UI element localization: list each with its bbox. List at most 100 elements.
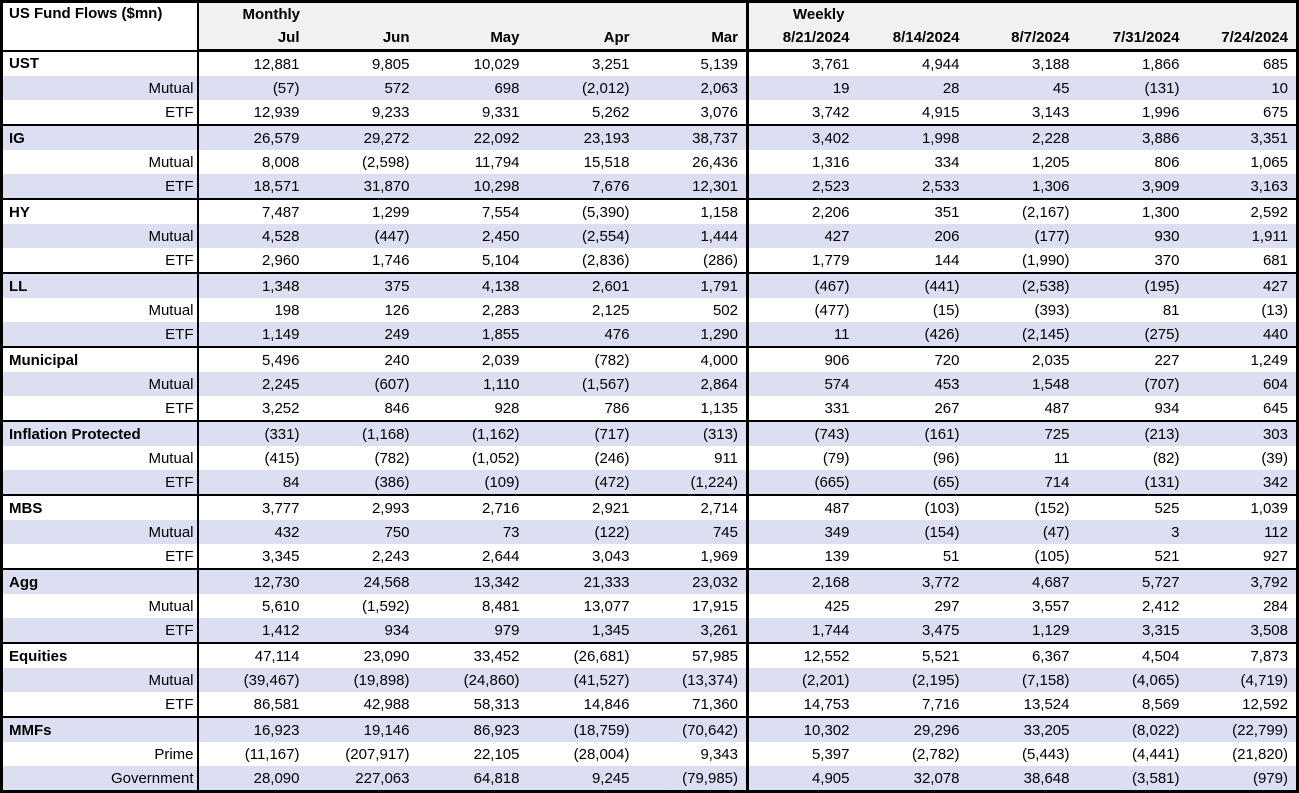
- weekly-value-cell: 2,035: [967, 346, 1078, 372]
- monthly-value-cell: 5,496: [197, 346, 308, 372]
- header-spacer: [967, 1, 1078, 26]
- header-spacer: [1187, 1, 1298, 26]
- monthly-value-cell: (472): [527, 470, 638, 495]
- monthly-value-cell: 227,063: [307, 766, 418, 792]
- weekly-value-cell: 725: [967, 420, 1078, 446]
- weekly-value-cell: 681: [1262, 251, 1288, 269]
- weekly-value-cell: 906: [747, 346, 858, 372]
- weekly-value-cell: 351: [857, 198, 968, 224]
- column-header-week: 7/24/2024: [1187, 26, 1298, 52]
- monthly-value-cell: 928: [494, 399, 520, 417]
- weekly-value-cell: 370: [1154, 251, 1180, 269]
- monthly-value-cell: 2,921: [527, 494, 638, 520]
- monthly-value-cell: (386): [307, 470, 418, 495]
- weekly-value-cell: 13,524: [1023, 695, 1070, 713]
- weekly-value-cell: 1,316: [811, 153, 850, 171]
- weekly-value-cell: (743): [747, 420, 858, 446]
- monthly-value-cell: 14,846: [583, 695, 630, 713]
- monthly-value-cell: 7,676: [527, 174, 638, 199]
- monthly-value-cell: 73: [417, 520, 528, 544]
- weekly-value-cell: (82): [1152, 449, 1180, 467]
- monthly-value-cell: (447): [307, 224, 418, 248]
- monthly-value-cell: 13,077: [583, 597, 630, 615]
- weekly-value-cell: (8,022): [1077, 716, 1188, 742]
- monthly-value-cell: 8,008: [261, 153, 300, 171]
- weekly-value-cell: 3,163: [1187, 174, 1298, 199]
- monthly-value-cell: 502: [637, 298, 749, 322]
- monthly-value-cell: 3,043: [591, 547, 630, 565]
- monthly-value-cell: 17,915: [637, 594, 749, 618]
- weekly-value-cell: 425: [824, 597, 850, 615]
- weekly-value-cell: 645: [1262, 399, 1288, 417]
- weekly-value-cell: (979): [1187, 766, 1298, 792]
- category-total-row: Inflation Protected (331) (1,168) (1,162) (7…: [1, 420, 1298, 446]
- weekly-value-cell: 1,744: [747, 618, 858, 643]
- category-sub-row: Government 28,090 227,063 64,818 9,245 (79,98…: [1, 766, 1298, 792]
- weekly-value-cell: 7,716: [921, 695, 960, 713]
- weekly-value-cell: (79): [822, 449, 850, 467]
- weekly-value-cell: 8,569: [1141, 695, 1180, 713]
- category-sub-row: ETF 84 (386) (109) (472) (1,224) (665) (65) 714(…: [1, 470, 1298, 495]
- header-spacer: [857, 1, 968, 26]
- monthly-value-cell: 9,233: [371, 103, 410, 121]
- monthly-value-cell: 47,114: [197, 642, 308, 668]
- monthly-value-cell: (1,567): [527, 372, 638, 396]
- monthly-value-cell: 8,481: [481, 597, 520, 615]
- row-label-subcategory: Mutual: [1, 446, 199, 470]
- weekly-value-cell: 4,944: [857, 49, 968, 76]
- weekly-value-cell: (152): [967, 494, 1078, 520]
- weekly-value-cell: (154): [857, 520, 968, 544]
- monthly-value-cell: 1,345: [527, 618, 638, 643]
- weekly-value-cell: 930: [1077, 224, 1188, 248]
- weekly-value-cell: 1,249: [1187, 346, 1298, 372]
- monthly-value-cell: 2,864: [637, 372, 749, 396]
- weekly-value-cell: 2,168: [747, 568, 858, 594]
- category-sub-row: ETF 12,939 9,233 9,331 5,262 3,076 3,742 4,915 3…: [1, 100, 1298, 125]
- weekly-value-cell: 297: [934, 597, 960, 615]
- category-sub-row: Mutual (39,467) (19,898) (24,860) (41,527) (1…: [1, 668, 1298, 692]
- weekly-value-cell: 927: [1262, 547, 1288, 565]
- table-header: US Fund Flows ($mn) Monthly Weekly Jul J…: [1, 1, 1298, 52]
- monthly-value-cell: (5,390): [527, 198, 638, 224]
- weekly-value-cell: (65): [857, 470, 968, 495]
- header-spacer: [417, 1, 528, 26]
- monthly-value-cell: 2,601: [527, 272, 638, 298]
- monthly-value-cell: (331): [197, 420, 308, 446]
- category-total-row: LL 1,348 375 4,138 2,601 1,791 (467) (441) (2,53…: [1, 272, 1298, 298]
- monthly-value-cell: 31,870: [307, 174, 418, 199]
- monthly-value-cell: 9,343: [637, 742, 749, 766]
- weekly-value-cell: 3,402: [747, 124, 858, 150]
- monthly-value-cell: 23,090: [307, 642, 418, 668]
- monthly-value-cell: (1,224): [637, 470, 749, 495]
- monthly-value-cell: 2,993: [307, 494, 418, 520]
- monthly-value-cell: 26,579: [197, 124, 308, 150]
- weekly-value-cell: (4,065): [1077, 668, 1188, 692]
- monthly-value-cell: (415): [264, 449, 300, 467]
- weekly-value-cell: 11: [1053, 449, 1070, 467]
- monthly-value-cell: 745: [637, 520, 749, 544]
- monthly-value-cell: 5,610: [261, 597, 300, 615]
- weekly-value-cell: 574: [747, 372, 858, 396]
- weekly-value-cell: 331: [824, 399, 850, 417]
- category-sub-row: Mutual (415) (782) (1,052) (246) 911 (79) (96) 1…: [1, 446, 1298, 470]
- category-total-row: UST 12,881 9,805 10,029 3,251 5,139 3,761 4,944…: [1, 49, 1298, 76]
- monthly-value-cell: (607): [307, 372, 418, 396]
- weekly-value-cell: 2,206: [747, 198, 858, 224]
- category-sub-row: Prime (11,167) (207,917) 22,105 (28,004) 9,34…: [1, 742, 1298, 766]
- category-sub-row: ETF 1,149 249 1,855 476 1,290 11 (426) (2,145) (2…: [1, 322, 1298, 347]
- weekly-value-cell: 342: [1187, 470, 1298, 495]
- weekly-value-cell: (22,799): [1187, 716, 1298, 742]
- category-sub-row: Mutual 198 126 2,283 2,125 502 (477) (15) (393) 8…: [1, 298, 1298, 322]
- header-spacer: [1077, 1, 1188, 26]
- monthly-value-cell: 1,855: [417, 322, 528, 347]
- monthly-value-cell: 476: [527, 322, 638, 347]
- monthly-value-cell: 28,090: [197, 766, 308, 792]
- monthly-value-cell: (313): [637, 420, 749, 446]
- weekly-value-cell: 3,188: [967, 49, 1078, 76]
- monthly-value-cell: (246): [594, 449, 630, 467]
- table-body: UST 12,881 9,805 10,029 3,251 5,139 3,761 4,944…: [1, 49, 1298, 792]
- monthly-value-cell: 4,000: [637, 346, 749, 372]
- monthly-value-cell: 1,110: [417, 372, 528, 396]
- weekly-value-cell: (177): [967, 224, 1078, 248]
- weekly-value-cell: (665): [747, 470, 858, 495]
